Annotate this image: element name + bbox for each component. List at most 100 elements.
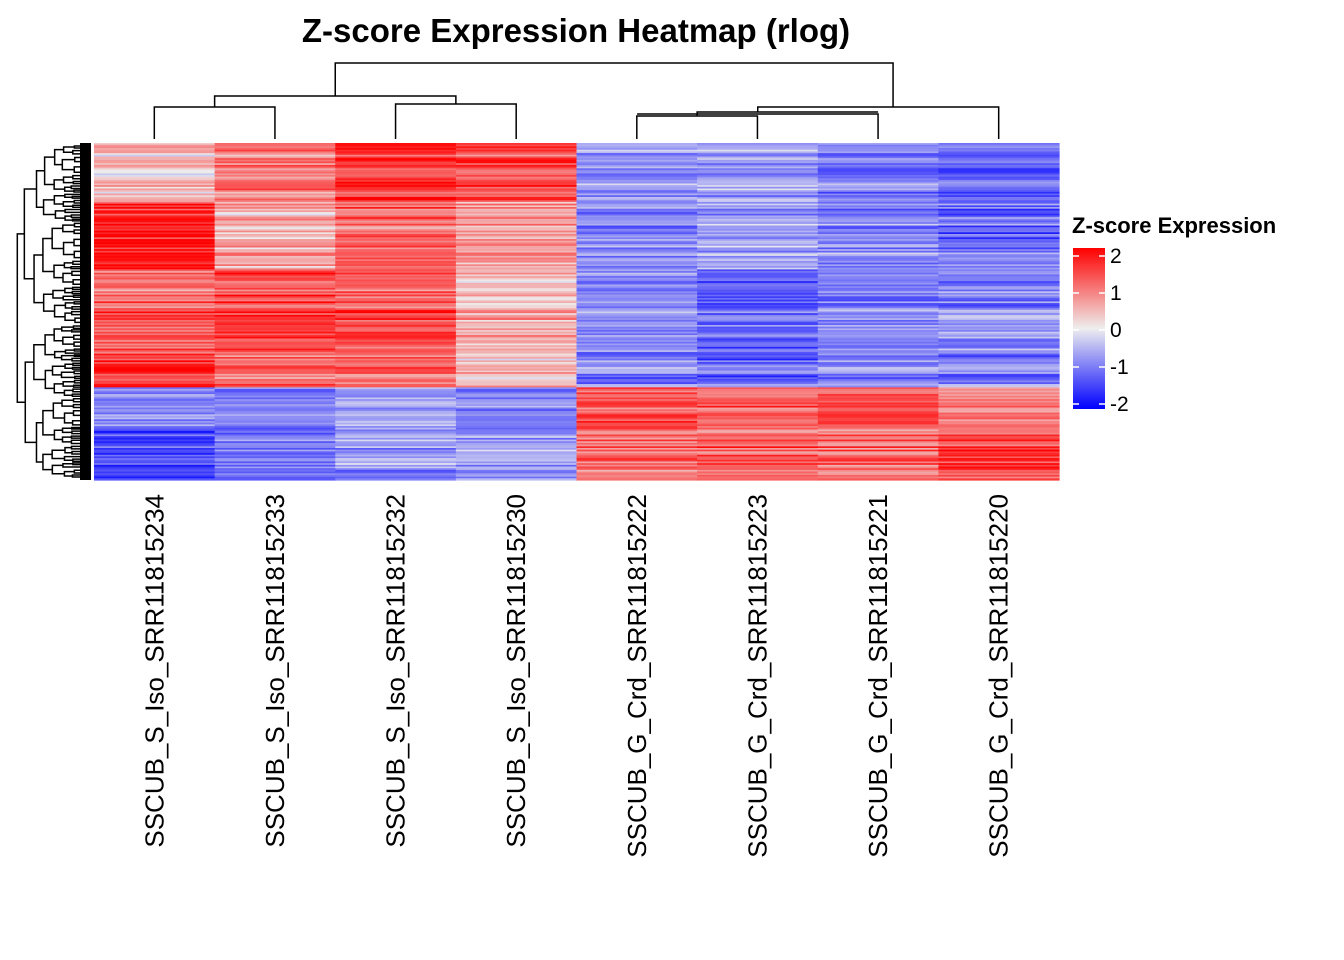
heatmap-cell (576, 149, 698, 153)
heatmap-cell (94, 245, 216, 249)
heatmap-cell (455, 242, 578, 245)
heatmap-cell (214, 185, 336, 188)
heatmap-cell (817, 365, 939, 368)
heatmap-cell (576, 345, 698, 348)
heatmap-cell (94, 461, 216, 464)
heatmap-cell (94, 279, 216, 282)
heatmap-cell (335, 350, 457, 353)
heatmap-cell (214, 409, 336, 412)
heatmap-cell (576, 468, 698, 471)
heatmap-cell (455, 330, 578, 333)
heatmap-cell (938, 380, 1060, 383)
heatmap-cell (214, 378, 336, 382)
heatmap-cell (697, 176, 819, 179)
heatmap-cell (697, 387, 819, 390)
heatmap-cell (335, 185, 457, 188)
heatmap-cell (214, 298, 336, 301)
heatmap-cell (697, 244, 819, 247)
heatmap-cell (697, 299, 819, 302)
heatmap-cell (697, 474, 819, 478)
heatmap-cell (697, 328, 819, 331)
heatmap-cell (938, 313, 1060, 316)
heatmap-cell (576, 252, 698, 255)
heatmap-cell (938, 279, 1060, 282)
heatmap-cell (817, 469, 939, 473)
heatmap-cell (697, 180, 819, 183)
heatmap-cell (455, 316, 578, 319)
heatmap-cell (697, 309, 819, 313)
heatmap-cell (214, 357, 336, 360)
heatmap-cell (94, 409, 216, 412)
heatmap-cell (214, 318, 336, 321)
heatmap-cell (938, 323, 1060, 326)
heatmap-cell (938, 318, 1060, 321)
heatmap-cell (335, 245, 457, 249)
heatmap-cell (335, 437, 457, 441)
heatmap-cell (817, 217, 939, 220)
heatmap-cell (94, 434, 216, 437)
heatmap-cell (576, 476, 698, 479)
heatmap-cell (335, 296, 457, 299)
heatmap-cell (697, 249, 819, 252)
heatmap-cell (938, 464, 1060, 468)
heatmap-cell (335, 233, 457, 237)
heatmap-cell (697, 223, 819, 227)
heatmap-cell (455, 208, 578, 212)
legend-tick-label: 0 (1110, 319, 1122, 342)
heatmap-cell (94, 183, 216, 186)
heatmap-cell (94, 146, 216, 149)
heatmap-cell (697, 461, 819, 464)
heatmap-cell (938, 205, 1060, 208)
heatmap-cell (938, 463, 1060, 466)
heatmap-cell (94, 266, 216, 269)
heatmap-cell (576, 257, 698, 260)
heatmap-cell (697, 326, 819, 329)
heatmap-cell (214, 363, 336, 367)
heatmap-cell (214, 210, 336, 213)
heatmap-cell (938, 146, 1060, 149)
heatmap-cell (817, 387, 939, 390)
heatmap-cell (335, 215, 457, 218)
heatmap-cell (335, 323, 457, 326)
heatmap-cell (938, 264, 1060, 267)
heatmap-cell (455, 279, 578, 282)
heatmap-cell (697, 218, 819, 222)
heatmap-cell (938, 304, 1060, 308)
heatmap-cell (94, 399, 216, 402)
heatmap-cell (938, 417, 1060, 420)
heatmap-cell (938, 360, 1060, 363)
heatmap-cell (817, 208, 939, 212)
heatmap-cell (335, 240, 457, 244)
heatmap-cell (335, 271, 457, 274)
heatmap-cell (817, 308, 939, 311)
heatmap-cell (94, 328, 216, 331)
heatmap-cell (938, 244, 1060, 247)
heatmap-cell (214, 454, 336, 458)
heatmap-cell (214, 365, 336, 368)
heatmap-cell (817, 287, 939, 291)
heatmap-cell (576, 464, 698, 468)
heatmap-cell (214, 367, 336, 370)
heatmap-cell (214, 245, 336, 249)
heatmap-cell (335, 148, 457, 151)
heatmap-cell (576, 382, 698, 385)
heatmap-cell (455, 247, 578, 250)
heatmap-cell (817, 176, 939, 179)
heatmap-cell (335, 468, 457, 471)
heatmap-cell (335, 260, 457, 264)
heatmap-cell (697, 181, 819, 185)
heatmap-cells (94, 143, 1060, 481)
heatmap-cell (938, 468, 1060, 471)
heatmap-cell (214, 240, 336, 244)
heatmap-cell (817, 186, 939, 190)
heatmap-cell (576, 394, 698, 397)
heatmap-cell (214, 166, 336, 169)
heatmap-cell (817, 383, 939, 387)
heatmap-cell (576, 314, 698, 318)
heatmap-cell (335, 149, 457, 153)
heatmap-cell (94, 415, 216, 419)
heatmap-cell (455, 289, 578, 292)
heatmap-cell (697, 196, 819, 200)
heatmap-cell (94, 284, 216, 287)
heatmap-cell (697, 159, 819, 163)
